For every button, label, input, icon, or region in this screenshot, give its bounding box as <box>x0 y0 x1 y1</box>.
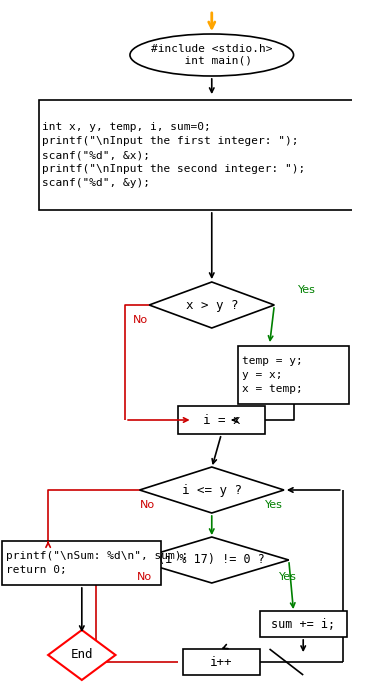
Text: int x, y, temp, i, sum=0;
printf("\nInput the first integer: ");
scanf("%d", &x): int x, y, temp, i, sum=0; printf("\nInpu… <box>42 122 306 188</box>
Polygon shape <box>48 630 116 680</box>
Text: (i % 17) != 0 ?: (i % 17) != 0 ? <box>158 554 265 566</box>
Text: Yes: Yes <box>265 500 283 510</box>
Text: i = x: i = x <box>203 414 240 427</box>
Text: Yes: Yes <box>279 572 297 582</box>
FancyBboxPatch shape <box>178 406 265 434</box>
Ellipse shape <box>130 34 294 76</box>
Text: sum += i;: sum += i; <box>271 618 335 631</box>
Text: temp = y;
y = x;
x = temp;: temp = y; y = x; x = temp; <box>242 356 303 394</box>
Text: #include <stdio.h>
  int main(): #include <stdio.h> int main() <box>151 44 273 66</box>
FancyBboxPatch shape <box>238 346 349 404</box>
Text: Yes: Yes <box>298 285 316 295</box>
Polygon shape <box>149 282 274 328</box>
Text: i++: i++ <box>210 656 233 668</box>
Text: printf("\nSum: %d\n", sum);
return 0;: printf("\nSum: %d\n", sum); return 0; <box>6 551 188 575</box>
Text: No: No <box>139 500 155 510</box>
FancyBboxPatch shape <box>38 100 356 210</box>
Text: i <= y ?: i <= y ? <box>182 484 242 496</box>
FancyBboxPatch shape <box>3 541 161 585</box>
Polygon shape <box>139 467 284 513</box>
Text: No: No <box>137 572 152 582</box>
Text: End: End <box>71 648 93 661</box>
Text: No: No <box>133 315 148 325</box>
FancyBboxPatch shape <box>260 611 347 637</box>
Text: x > y ?: x > y ? <box>186 298 238 312</box>
Polygon shape <box>135 537 289 583</box>
FancyBboxPatch shape <box>183 649 260 675</box>
